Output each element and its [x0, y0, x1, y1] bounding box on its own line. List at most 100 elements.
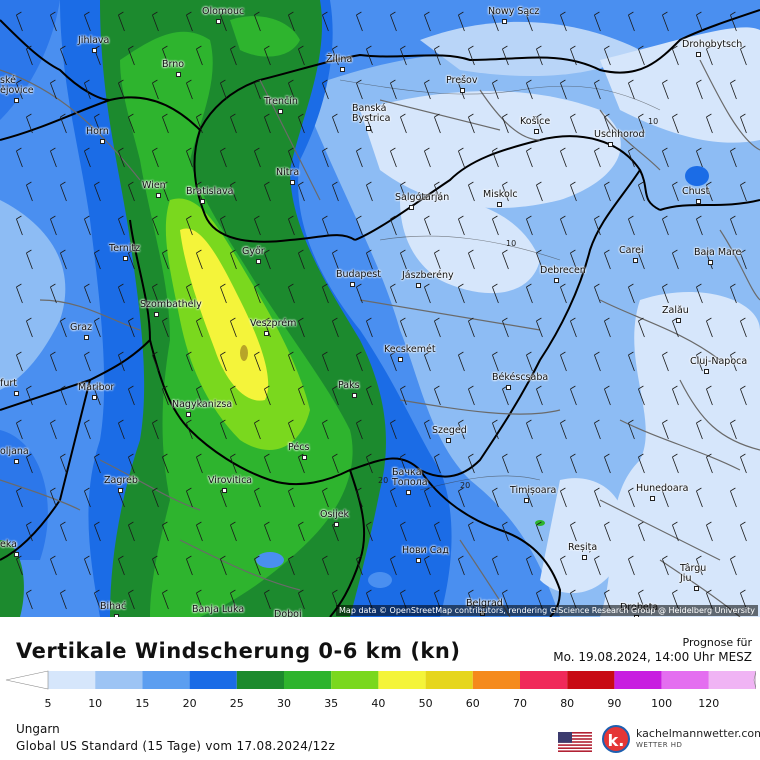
wind-barb [638, 181, 645, 202]
city-marker [696, 52, 701, 57]
city-label: Miskolc [483, 189, 518, 200]
wind-barb [628, 487, 635, 508]
wind-barb [740, 453, 747, 474]
wind-barb [288, 351, 295, 372]
wind-barb [468, 181, 475, 202]
wind-barb [26, 113, 33, 134]
wind-barb [706, 317, 713, 338]
city-label: Kecskemét [384, 344, 436, 355]
contour-label: 10 [648, 117, 658, 126]
wind-barb [492, 147, 499, 168]
wind-barb [322, 215, 329, 236]
wind-barb [332, 453, 339, 474]
wind-barb [60, 589, 67, 610]
wind-barb [254, 283, 261, 304]
wind-barb [162, 589, 169, 610]
city-label: Salgótarján [395, 192, 450, 203]
contour-label: 10 [418, 193, 428, 202]
wind-barb [16, 419, 23, 440]
wind-barb [536, 113, 543, 134]
wind-barb [400, 521, 407, 542]
city-label: Veszprém [250, 318, 297, 329]
wind-barb [390, 555, 397, 576]
wind-barb [230, 113, 237, 134]
wind-barb [322, 351, 329, 372]
wind-barb [740, 385, 747, 406]
wind-barb [672, 453, 679, 474]
wind-barb [26, 521, 33, 542]
wind-barb [356, 487, 363, 508]
city-marker [694, 586, 699, 591]
wind-barb [560, 147, 567, 168]
wind-barb [696, 79, 703, 100]
legend-swatch [95, 671, 143, 689]
wind-barb [196, 385, 203, 406]
wind-barb [196, 45, 203, 66]
wind-barb [628, 283, 635, 304]
wind-barb [298, 249, 305, 270]
wind-barb [366, 317, 373, 338]
wind-barb [628, 351, 635, 372]
wind-barb [254, 147, 261, 168]
city-marker [460, 88, 465, 93]
city-marker [633, 258, 638, 263]
wind-barb [288, 283, 295, 304]
contour-label: 20 [378, 476, 388, 485]
city-marker [696, 199, 701, 204]
legend-ticks: 5 10 15 20 25 30 35 40 50 60 70 80 90 100 120 [0, 697, 760, 711]
wind-barb [434, 521, 441, 542]
wind-barb [152, 147, 159, 168]
city-label: Baia Mare [694, 247, 742, 258]
wind-barb [730, 11, 737, 32]
wind-barb [740, 317, 747, 338]
wind-barb [196, 453, 203, 474]
wind-barb [186, 79, 193, 100]
wind-barb [118, 555, 125, 576]
wind-barb [60, 249, 67, 270]
city-label: Нови Сад [402, 545, 449, 556]
wind-barb [196, 317, 203, 338]
wind-barb [26, 317, 33, 338]
model-info: Global US Standard (15 Tage) vom 17.08.2… [16, 739, 336, 753]
wind-barb [730, 147, 737, 168]
wind-barb [390, 215, 397, 236]
wind-barb [366, 249, 373, 270]
wind-barb [60, 113, 67, 134]
city-marker [222, 488, 227, 493]
brand-logo[interactable]: k. kachelmannwetter.com WETTER HD [602, 723, 760, 757]
wind-barb [26, 589, 33, 610]
wind-barb [526, 79, 533, 100]
wind-barb [128, 113, 135, 134]
wind-barb [16, 79, 23, 100]
wind-barb [492, 555, 499, 576]
wind-barb [740, 181, 747, 202]
wind-barb [220, 351, 227, 372]
city-marker [334, 522, 339, 527]
wind-barb [230, 45, 237, 66]
legend-tick-label: 90 [607, 697, 622, 710]
wind-barb [288, 555, 295, 576]
wind-barb [298, 521, 305, 542]
city-marker [704, 369, 709, 374]
wind-barb [662, 79, 669, 100]
wind-barb [356, 351, 363, 372]
wind-barb [220, 11, 227, 32]
city-marker [502, 19, 507, 24]
wind-barb [390, 11, 397, 32]
wind-barb [696, 487, 703, 508]
wind-barb [696, 147, 703, 168]
city-marker [14, 552, 19, 557]
wind-barb [706, 45, 713, 66]
city-label: Târgu Jiu [680, 563, 707, 584]
wind-barb [356, 283, 363, 304]
city-marker [340, 67, 345, 72]
wind-barb [84, 487, 91, 508]
us-flag-icon[interactable] [558, 732, 592, 752]
wind-barb [322, 555, 329, 576]
city-marker [366, 126, 371, 131]
city-marker [278, 109, 283, 114]
city-marker [256, 259, 261, 264]
legend-swatch [661, 671, 709, 689]
wind-barb [128, 453, 135, 474]
wind-barb [152, 283, 159, 304]
